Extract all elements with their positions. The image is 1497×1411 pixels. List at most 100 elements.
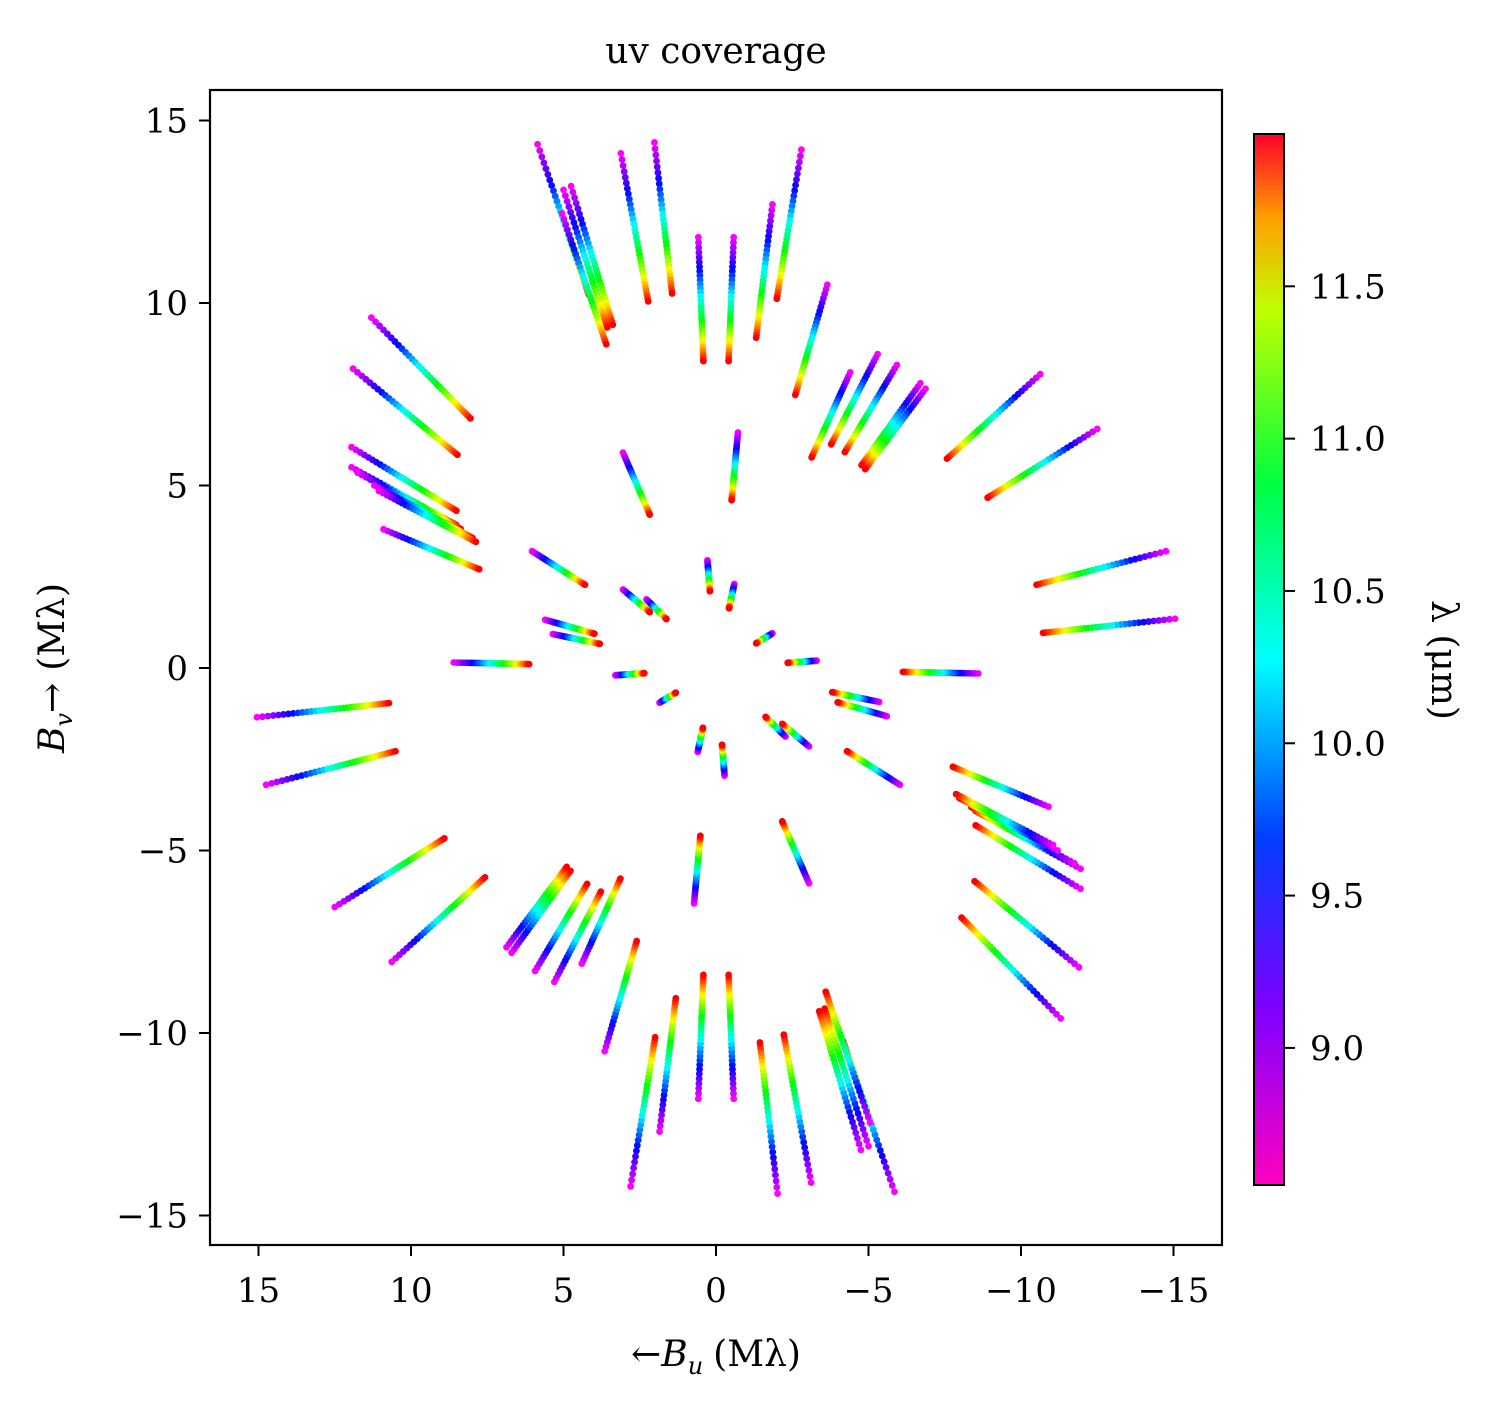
uv-track xyxy=(822,988,874,1126)
uv-point xyxy=(864,1113,872,1121)
colorbar-tick-label: 10.0 xyxy=(1310,724,1386,764)
uv-point xyxy=(1155,617,1163,624)
uv-point xyxy=(857,1146,865,1154)
colorbar-tick-label: 9.5 xyxy=(1310,877,1364,917)
uv-point xyxy=(655,180,663,188)
uv-track xyxy=(958,914,1065,1022)
uv-point xyxy=(1171,615,1179,623)
x-tick-label: 15 xyxy=(237,1271,280,1311)
uv-point xyxy=(569,188,577,196)
uv-point xyxy=(815,1007,823,1015)
uv-track xyxy=(828,688,883,706)
uv-track xyxy=(952,790,1057,849)
uv-point xyxy=(794,164,802,172)
uv-point xyxy=(972,821,980,829)
uv-point xyxy=(730,233,738,241)
uv-track xyxy=(558,210,610,348)
uv-point xyxy=(822,988,830,996)
uv-point xyxy=(958,914,965,922)
uv-point xyxy=(875,1141,882,1149)
uv-point xyxy=(558,210,566,217)
x-tick-label: −15 xyxy=(1138,1271,1210,1311)
uv-point xyxy=(551,192,559,200)
uv-point xyxy=(984,494,992,502)
uv-point xyxy=(772,1171,779,1179)
uv-point xyxy=(784,659,792,667)
uv-point xyxy=(560,215,568,223)
uv-point xyxy=(574,205,582,213)
uv-point xyxy=(793,176,800,183)
x-tick-label: 10 xyxy=(389,1271,432,1311)
uv-point xyxy=(730,1090,737,1097)
uv-point xyxy=(525,660,533,668)
uv-point xyxy=(695,244,703,251)
uv-point xyxy=(798,146,805,154)
uv-point xyxy=(597,888,605,896)
uv-point xyxy=(268,779,275,787)
colorbar-tick-label: 11.0 xyxy=(1310,420,1386,460)
uv-point xyxy=(632,1153,639,1160)
uv-point xyxy=(807,1179,815,1187)
uv-point xyxy=(472,538,480,546)
uv-point xyxy=(540,159,548,167)
uv-point xyxy=(762,713,769,721)
uv-point xyxy=(560,186,567,194)
uv-track xyxy=(752,201,776,342)
uv-point xyxy=(452,507,460,515)
uv-point xyxy=(653,157,660,165)
uv-point xyxy=(617,149,625,157)
uv-track xyxy=(331,834,448,911)
uv-point xyxy=(952,790,960,798)
uv-point xyxy=(821,1005,829,1013)
uv-track xyxy=(549,630,604,648)
uv-track xyxy=(694,971,707,1103)
uv-track xyxy=(690,832,704,907)
uv-track xyxy=(827,350,882,448)
colorbar-tick-label: 9.0 xyxy=(1310,1029,1364,1069)
uv-track xyxy=(619,449,654,518)
uv-point xyxy=(796,152,804,160)
uv-track xyxy=(567,182,617,329)
uv-point xyxy=(725,604,733,612)
uv-track xyxy=(971,877,1083,971)
uv-point xyxy=(385,699,393,707)
uv-point xyxy=(658,1111,665,1119)
uv-track xyxy=(619,586,654,616)
uv-point xyxy=(274,711,282,719)
uv-point xyxy=(658,1106,666,1114)
uv-track xyxy=(528,547,589,589)
uv-point xyxy=(791,391,799,399)
uv-point xyxy=(768,1138,775,1145)
uv-point xyxy=(581,581,589,589)
y-tick-label: 10 xyxy=(145,284,188,324)
uv-point xyxy=(700,357,707,365)
uv-point xyxy=(778,720,786,728)
uv-track xyxy=(843,747,904,789)
uv-track xyxy=(503,863,571,951)
uv-point xyxy=(646,511,654,518)
uv-point xyxy=(623,185,631,192)
uv-point xyxy=(866,1119,874,1126)
uv-point xyxy=(467,414,474,422)
uv-point xyxy=(861,1102,868,1110)
uv-point xyxy=(624,190,632,198)
uv-track xyxy=(262,747,399,789)
uv-track xyxy=(791,281,831,399)
uv-point xyxy=(475,565,483,573)
uv-track xyxy=(784,657,821,667)
uv-point xyxy=(576,210,583,218)
uv-point xyxy=(725,357,732,365)
uv-point xyxy=(546,176,554,184)
uv-point xyxy=(659,1101,667,1109)
uv-point xyxy=(884,1169,892,1177)
uv-point xyxy=(828,688,836,696)
uv-track xyxy=(861,385,929,473)
uv-track xyxy=(380,525,483,573)
uv-point xyxy=(768,206,776,214)
colorbar-tick-label: 10.5 xyxy=(1310,572,1386,612)
uv-track xyxy=(541,616,598,638)
uv-track xyxy=(943,370,1044,463)
uv-point xyxy=(772,1177,780,1185)
uv-point xyxy=(657,1117,665,1124)
